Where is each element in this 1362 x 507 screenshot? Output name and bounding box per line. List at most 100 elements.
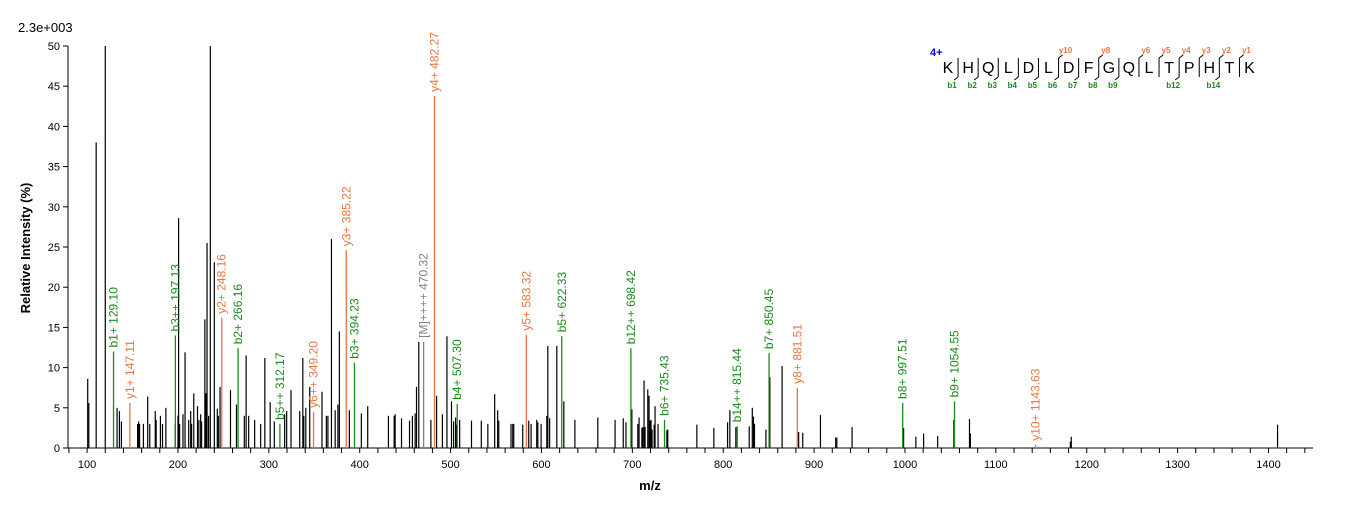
x-tick-label: 400	[351, 459, 369, 471]
residue: K	[1244, 60, 1255, 77]
peak-label: b3+ 394.23	[347, 298, 361, 359]
y-tick-label: 0	[54, 443, 60, 455]
y-ion-label: y4	[1182, 46, 1191, 55]
y-ion-label: y6	[1141, 46, 1150, 55]
intensity-scale-label: 2.3e+003	[18, 20, 73, 35]
peak-label: y4+ 482.27	[427, 32, 441, 92]
peak-label: y3+ 385.22	[339, 186, 353, 246]
x-tick-label: 100	[78, 459, 96, 471]
b-ion-label: b3	[988, 81, 998, 90]
peak-label: b4+ 507.30	[450, 339, 464, 400]
peak-label: b2+ 266.16	[231, 284, 245, 345]
y-ion-label: y3	[1202, 46, 1211, 55]
residue: L	[1004, 60, 1013, 77]
b-hook	[1014, 76, 1019, 81]
b-hook	[1074, 76, 1079, 81]
residue: F	[1084, 60, 1094, 77]
b-hook	[973, 76, 979, 81]
x-tick-label: 300	[260, 459, 278, 471]
y-tick-label: 5	[54, 403, 60, 415]
x-tick-label: 800	[714, 459, 732, 471]
peak-label: y8+ 881.51	[790, 324, 804, 384]
y-tick-label: 35	[48, 162, 60, 174]
y-hook	[1098, 54, 1104, 59]
residue: Q	[982, 60, 994, 77]
peak-label: b1+ 129.10	[107, 287, 121, 348]
residue: K	[943, 60, 954, 77]
peak-label: b12++ 698.42	[624, 270, 638, 344]
y-hook	[1158, 54, 1164, 59]
b-hook	[953, 76, 959, 81]
y-ion-label: y2	[1222, 46, 1231, 55]
y-tick-label: 45	[48, 81, 60, 93]
b-ion-label: b12	[1166, 81, 1180, 90]
y-ion-label: y5	[1162, 46, 1171, 55]
y-axis-label: Relative Intensity (%)	[18, 183, 33, 314]
b-hook	[1094, 76, 1100, 81]
peak-label: y6++ 349.20	[307, 341, 321, 408]
peak-label: b3++ 197.13	[168, 264, 182, 332]
b-ion-label: b9	[1108, 81, 1118, 90]
y-tick-label: 25	[48, 242, 60, 254]
peak-label: b5++ 312.17	[273, 352, 287, 420]
peak-label: b5+ 622.33	[555, 272, 569, 333]
peak-label: y5+ 583.32	[519, 271, 533, 331]
peak-label: y10+ 1143.63	[1028, 368, 1042, 441]
residue: L	[1145, 60, 1154, 77]
b-ion-label: b5	[1028, 81, 1038, 90]
b-ion-label: b8	[1088, 81, 1098, 90]
y-hook	[1138, 54, 1144, 59]
y-ion-label: y10	[1059, 46, 1073, 55]
x-tick-label: 900	[805, 459, 823, 471]
peak-label: b7+ 850.45	[762, 288, 776, 349]
residue: D	[1023, 60, 1035, 77]
b-ion-label: b6	[1048, 81, 1058, 90]
b-ion-label: b1	[947, 81, 957, 90]
peak-label: b9+ 1054.55	[948, 330, 962, 397]
residue: H	[1204, 60, 1216, 77]
b-hook	[1114, 76, 1120, 81]
y-tick-label: 50	[48, 41, 60, 53]
y-hook	[1239, 54, 1244, 59]
b-hook	[993, 76, 999, 81]
x-tick-label: 600	[532, 459, 550, 471]
axes: 0 5 10 15 20 25 30 35 40 45 50 100 200 300 400 500 600 70…	[48, 41, 1313, 471]
y-tick-label: 10	[48, 363, 60, 375]
peak-label: y2+ 248.16	[215, 254, 229, 314]
x-tick-label: 1300	[1165, 459, 1189, 471]
x-tick-label: 1100	[984, 459, 1008, 471]
residue: G	[1103, 60, 1115, 77]
y-hook	[1058, 54, 1063, 59]
y-hook	[1198, 54, 1204, 59]
b-ion-label: b7	[1068, 81, 1078, 90]
x-axis-label: m/z	[639, 478, 661, 493]
x-tick-label: 700	[623, 459, 641, 471]
y-tick-label: 20	[48, 282, 60, 294]
y-ion-label: y1	[1242, 46, 1251, 55]
b-ion-label: b4	[1008, 81, 1018, 90]
x-tick-label: 500	[441, 459, 459, 471]
y-tick-label: 15	[48, 322, 60, 334]
residue: L	[1044, 60, 1053, 77]
residue: H	[962, 60, 974, 77]
residue: T	[1164, 60, 1174, 77]
b-hook	[1054, 76, 1059, 81]
y-hook	[1219, 54, 1224, 59]
x-tick-label: 1200	[1074, 459, 1098, 471]
b-ion-label: b14	[1206, 81, 1220, 90]
b-hook	[1034, 76, 1039, 81]
y-tick-label: 30	[48, 202, 60, 214]
peak-label: b6+ 735.43	[658, 355, 672, 416]
y-ion-label: y8	[1101, 46, 1110, 55]
peak-label: b14++ 815.44	[730, 348, 744, 422]
residue: D	[1063, 60, 1075, 77]
peak-label: b8+ 997.51	[896, 338, 910, 399]
peak-label: [M]++++ 470.32	[417, 253, 431, 338]
peak-label: y1+ 147.11	[123, 340, 137, 399]
b-hook	[1215, 76, 1220, 81]
charge-state: 4+	[930, 47, 943, 59]
x-tick-label: 200	[169, 459, 187, 471]
